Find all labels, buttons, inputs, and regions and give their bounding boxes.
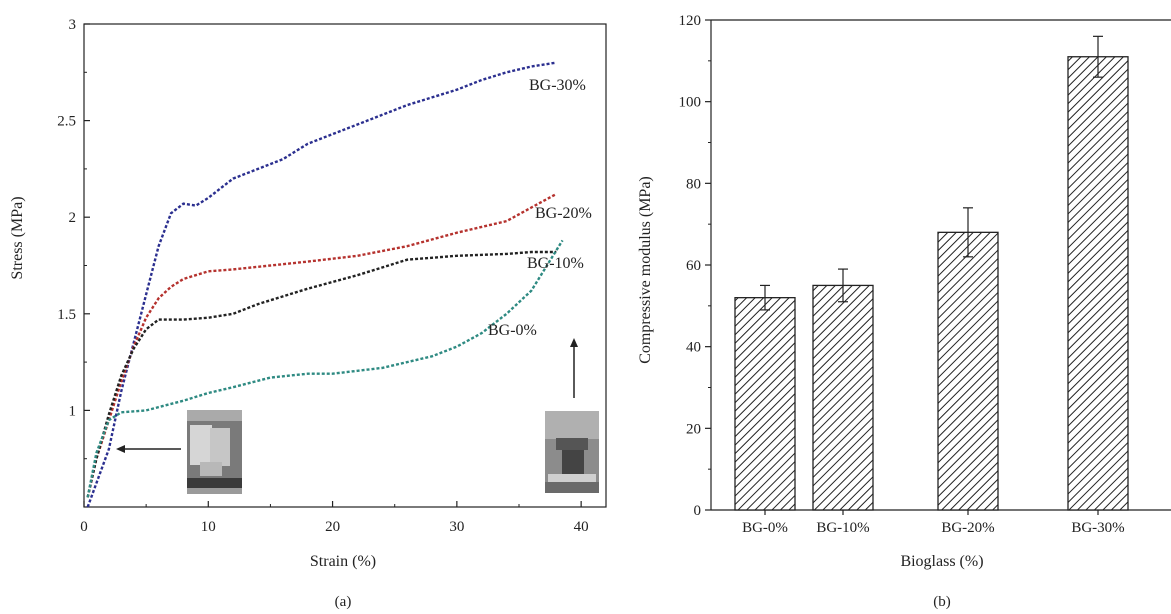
panel-label-a: (a): [335, 594, 352, 610]
y-axis-label-b: Compressive modulus (MPa): [637, 176, 654, 364]
x-tick-label-a: 10: [201, 519, 216, 535]
x-axis-label-a: Strain (%): [310, 553, 376, 570]
x-tick-label-a: 0: [80, 519, 88, 535]
panel-label-b: (b): [933, 594, 951, 610]
bar-0: [734, 297, 796, 511]
y-tick-label-a: 1.5: [57, 307, 76, 323]
x-tick-label-a: 30: [449, 519, 464, 535]
category-labels-b: BG-0% BG-10% BG-20% BG-30%: [742, 520, 1125, 536]
ticks-a: 0 10 20 30 40 1 1.5 2 2.5 3: [57, 17, 588, 535]
series-label-3: BG-0%: [488, 322, 537, 339]
up-arrow-icon: [570, 338, 578, 398]
series-line-0: [86, 61, 557, 508]
bar-1: [812, 284, 874, 511]
series-labels-a: BG-30% BG-20% BG-10% BG-0%: [488, 77, 592, 339]
series-lines-a: [86, 61, 564, 508]
y-tick-label-b: 100: [679, 95, 702, 111]
category-label-3: BG-30%: [1071, 520, 1124, 536]
y-tick-label-a: 1: [69, 403, 77, 419]
category-label-2: BG-20%: [941, 520, 994, 536]
series-line-3: [86, 239, 564, 498]
category-label-0: BG-0%: [742, 520, 788, 536]
bar-2: [937, 231, 999, 511]
bar-3: [1067, 56, 1129, 511]
y-tick-label-b: 60: [686, 258, 701, 274]
series-label-1: BG-20%: [535, 205, 592, 222]
y-tick-label-b: 40: [686, 340, 701, 356]
category-label-1: BG-10%: [816, 520, 869, 536]
y-tick-label-a: 2.5: [57, 114, 76, 130]
ticks-b: 0 20 40 60 80 100 120: [679, 13, 1099, 519]
y-tick-label-b: 0: [694, 503, 702, 519]
x-tick-label-a: 20: [325, 519, 340, 535]
error-bars-b: [760, 35, 1103, 311]
inset-sample-before-icon: [187, 410, 242, 494]
left-arrow-icon: [116, 445, 181, 453]
y-axis-label-a: Stress (MPa): [9, 196, 26, 279]
series-label-2: BG-10%: [527, 255, 584, 272]
inset-sample-after-icon: [545, 411, 599, 493]
y-tick-label-b: 20: [686, 421, 701, 437]
x-axis-label-b: Bioglass (%): [900, 553, 983, 570]
y-tick-label-b: 120: [679, 13, 702, 29]
series-line-2: [86, 250, 557, 498]
series-label-0: BG-30%: [529, 77, 586, 94]
bars-b: [734, 56, 1129, 511]
y-tick-label-a: 3: [69, 17, 77, 33]
series-line-1: [86, 192, 557, 498]
y-tick-label-a: 2: [69, 210, 77, 226]
y-tick-label-b: 80: [686, 176, 701, 192]
x-tick-label-a: 40: [574, 519, 589, 535]
